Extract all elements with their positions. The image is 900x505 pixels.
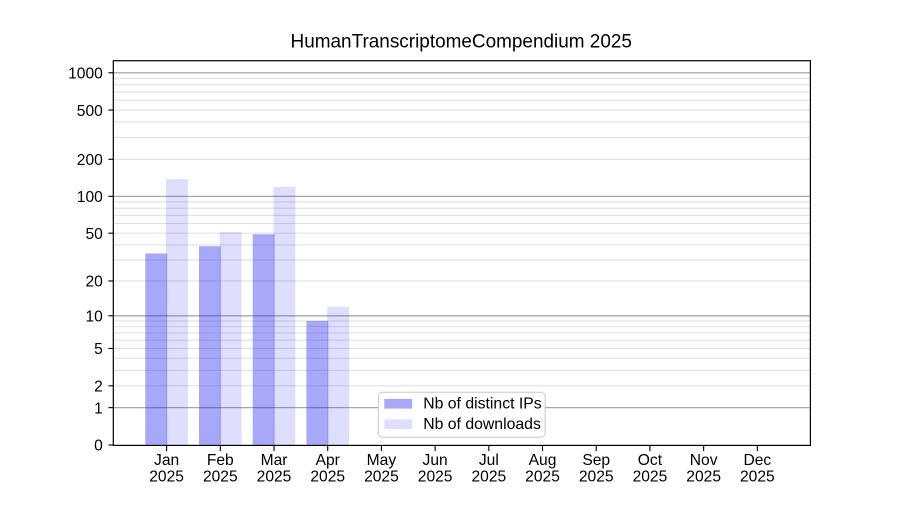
svg-text:200: 200: [77, 152, 103, 169]
svg-text:20: 20: [85, 274, 103, 291]
svg-text:Sep: Sep: [582, 452, 610, 469]
svg-text:Nov: Nov: [690, 452, 718, 469]
svg-text:2025: 2025: [149, 469, 184, 486]
svg-text:2025: 2025: [203, 469, 238, 486]
svg-text:Jun: Jun: [423, 452, 448, 469]
svg-text:5: 5: [94, 341, 103, 358]
svg-text:Nb of downloads: Nb of downloads: [423, 416, 541, 433]
svg-text:HumanTranscriptomeCompendium 2: HumanTranscriptomeCompendium 2025: [291, 32, 632, 53]
svg-text:2025: 2025: [310, 469, 345, 486]
svg-text:Dec: Dec: [743, 452, 771, 469]
svg-text:2025: 2025: [418, 469, 453, 486]
svg-text:Mar: Mar: [261, 452, 288, 469]
svg-text:May: May: [367, 452, 397, 469]
svg-text:Oct: Oct: [638, 452, 663, 469]
svg-text:50: 50: [85, 226, 103, 243]
svg-text:2025: 2025: [740, 469, 775, 486]
svg-text:2025: 2025: [257, 469, 292, 486]
svg-text:2025: 2025: [364, 469, 399, 486]
svg-text:0: 0: [94, 438, 103, 455]
svg-text:100: 100: [77, 189, 103, 206]
svg-text:2025: 2025: [686, 469, 721, 486]
svg-text:Jan: Jan: [154, 452, 179, 469]
svg-text:Jul: Jul: [479, 452, 499, 469]
svg-text:Nb of distinct IPs: Nb of distinct IPs: [423, 396, 542, 413]
svg-text:2025: 2025: [471, 469, 506, 486]
svg-text:2025: 2025: [579, 469, 614, 486]
svg-text:10: 10: [85, 309, 103, 326]
svg-text:Aug: Aug: [529, 452, 557, 469]
svg-text:2025: 2025: [525, 469, 560, 486]
svg-text:Feb: Feb: [207, 452, 234, 469]
svg-text:500: 500: [77, 103, 103, 120]
svg-text:2: 2: [94, 379, 103, 396]
svg-text:1: 1: [94, 400, 103, 417]
svg-text:2025: 2025: [633, 469, 668, 486]
svg-text:1000: 1000: [68, 65, 103, 82]
svg-text:Apr: Apr: [316, 452, 340, 469]
